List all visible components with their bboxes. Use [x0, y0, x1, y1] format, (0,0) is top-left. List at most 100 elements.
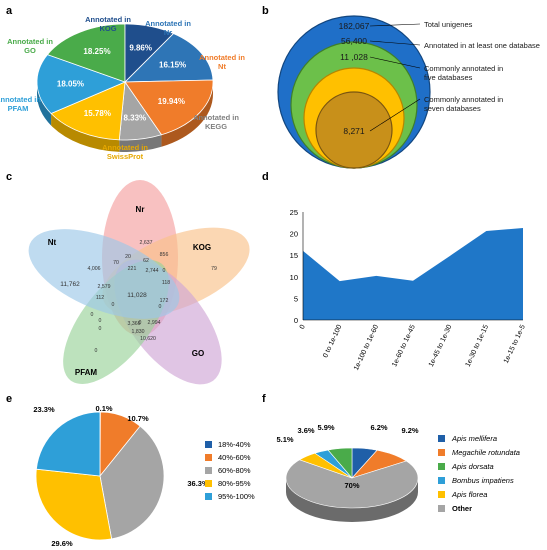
pie-a-pct-4: 18.05%	[57, 79, 84, 88]
venn-set-name-3: PFAM	[75, 368, 98, 377]
venn-number-14: 172	[160, 298, 169, 304]
pie-a-slice-5	[46, 23, 126, 83]
venn-set-4	[28, 229, 180, 319]
pie-e-pct-1: 10.7%	[127, 414, 149, 423]
panel-f-species-pie: 6.2% 9.2% 70% 5.1% 3.6% 5.9% Apis mellifera Meg…	[276, 423, 520, 522]
venn-number-6: 2,744	[146, 268, 159, 274]
pie-a-side-3	[51, 113, 120, 152]
tick-d-x-5: 1e-30 to 1e-15	[465, 324, 491, 368]
tick-d-x-1: 0 to 1e-100	[322, 324, 343, 359]
panel-a-annotation-pie: 16.15% 19.94% 8.33% 15.78% 18.05% 18.25% 9.86%…	[0, 15, 245, 161]
venn-number-1: 856	[160, 252, 169, 258]
pie-a-label-0: Annotated in Nr	[145, 19, 191, 37]
circle-b-label-1: Annotated in at least one database	[424, 41, 540, 50]
venn-number-24: 0	[99, 318, 102, 324]
pie-a-slice-0	[124, 33, 214, 83]
tick-d-x-0: 0	[299, 324, 307, 331]
legend-f-label-2: Apis dorsata	[451, 462, 494, 471]
pie-f-pct-5: 5.9%	[317, 423, 334, 432]
panel-letter-a: a	[6, 5, 13, 17]
tick-d-y-0: 0	[294, 316, 298, 325]
venn-set-name-0: Nr	[136, 205, 145, 214]
legend-f-swatch-0	[438, 435, 445, 442]
tick-d-x-3: 1e-60 to 1e-45	[391, 324, 417, 368]
pie-a-pct-2: 8.33%	[123, 113, 146, 122]
panel-letter-e: e	[6, 393, 12, 405]
pie-a-slice-6	[124, 23, 175, 83]
legend-e-label-3: 80%-95%	[218, 479, 251, 488]
venn-number-23: 10,620	[140, 336, 156, 342]
tick-d-x-4: 1e-45 to 1e-30	[428, 324, 454, 368]
legend-f-label-5: Other	[452, 504, 472, 513]
leader-b-2	[369, 56, 421, 69]
panel-d-area-chart: 0 5 10 15 20 25 0 0 to 1e-100 1e-100 to 1e-60 1e-…	[290, 208, 527, 372]
legend-f-label-0: Apis mellifera	[451, 434, 497, 443]
panel-b-nested-circles: 182,067 56,400 11 ,028 8,271 Total unigenes A…	[277, 15, 540, 169]
legend-f-swatch-4	[438, 491, 445, 498]
panel-letter-c: c	[6, 171, 12, 183]
venn-number-16: 0	[112, 302, 115, 308]
pie-a-label-1: Annotated in Nt	[199, 53, 245, 71]
legend-e-swatch-2	[205, 467, 212, 474]
circle-b-label-3: Commonly annotated in seven databases	[424, 95, 503, 113]
pie-a-label-2: Annotated in KEGG	[193, 113, 239, 131]
pie-f-pct-2: 70%	[344, 481, 359, 490]
circle-b-value-0: 182,067	[339, 21, 370, 31]
pie-e-pct-4: 23.3%	[33, 405, 55, 414]
pie-a-pct-0: 16.15%	[159, 60, 186, 69]
tick-d-x-6: 1e-15 to 1e-5	[503, 324, 527, 365]
pie-f-slice-5	[327, 447, 353, 479]
tick-d-y-1: 5	[294, 294, 298, 303]
pie-e-pct-0: 0.1%	[95, 404, 112, 413]
circle-b-3	[315, 91, 393, 169]
panel-c-venn: Nr KOG GO PFAM Nt 2,637 856 20 62 79 70 2,744 4,006 2…	[28, 180, 250, 385]
legend-f-swatch-3	[438, 477, 445, 484]
legend-f-swatch-1	[438, 449, 445, 456]
leader-b-3	[369, 98, 421, 132]
venn-number-15: 112	[96, 295, 104, 301]
legend-e-label-2: 60%-80%	[218, 466, 251, 475]
venn-number-25: 0	[99, 326, 102, 332]
pie-f-pct-0: 6.2%	[370, 423, 387, 432]
venn-set-name-1: KOG	[193, 243, 211, 252]
venn-set-name-2: GO	[192, 349, 204, 358]
venn-number-21: 1,830	[132, 329, 145, 335]
venn-number-19: 2,994	[148, 320, 161, 326]
venn-number-4: 79	[211, 266, 217, 272]
legend-f-swatch-5	[438, 505, 445, 512]
panel-letter-f: f	[262, 393, 266, 405]
venn-number-22: 0	[139, 320, 142, 326]
tick-d-y-3: 15	[290, 251, 298, 260]
tick-d-x-2: 1e-100 to 1e-60	[353, 324, 380, 372]
leader-b-1	[369, 40, 421, 46]
legend-e-label-0: 18%-40%	[218, 440, 251, 449]
pie-e-slice-4	[35, 411, 101, 477]
pie-f-pct-1: 9.2%	[401, 426, 418, 435]
circle-b-value-1: 56,400	[341, 36, 367, 46]
legend-e-swatch-4	[205, 493, 212, 500]
venn-number-5: 70	[113, 260, 119, 266]
venn-number-2: 20	[125, 254, 131, 260]
venn-number-0: 2,637	[140, 240, 153, 246]
venn-number-9: 0	[163, 268, 166, 274]
tick-d-y-4: 20	[290, 230, 298, 239]
venn-number-26: 0	[95, 348, 98, 354]
area-d-fill	[303, 227, 523, 320]
venn-number-7: 4,006	[88, 266, 101, 272]
legend-f-swatch-2	[438, 463, 445, 470]
pie-a-pct-3: 15.78%	[84, 109, 111, 118]
circle-b-value-3: 8,271	[343, 126, 365, 136]
pie-f-slice-2	[285, 459, 419, 509]
tick-d-y-2: 10	[290, 273, 298, 282]
pie-e-slice-2	[99, 425, 165, 540]
panel-letter-d: d	[262, 171, 269, 183]
venn-number-10: 118	[162, 280, 170, 286]
pie-a-slice-3	[50, 81, 126, 141]
pie-a-slice-1	[124, 79, 214, 136]
venn-set-name-4: Nt	[48, 238, 57, 247]
venn-number-12: 2,579	[98, 284, 111, 290]
pie-a-label-5: Annotated in GO	[7, 37, 53, 55]
leader-b-0	[369, 23, 421, 27]
legend-e-label-1: 40%-60%	[218, 453, 251, 462]
